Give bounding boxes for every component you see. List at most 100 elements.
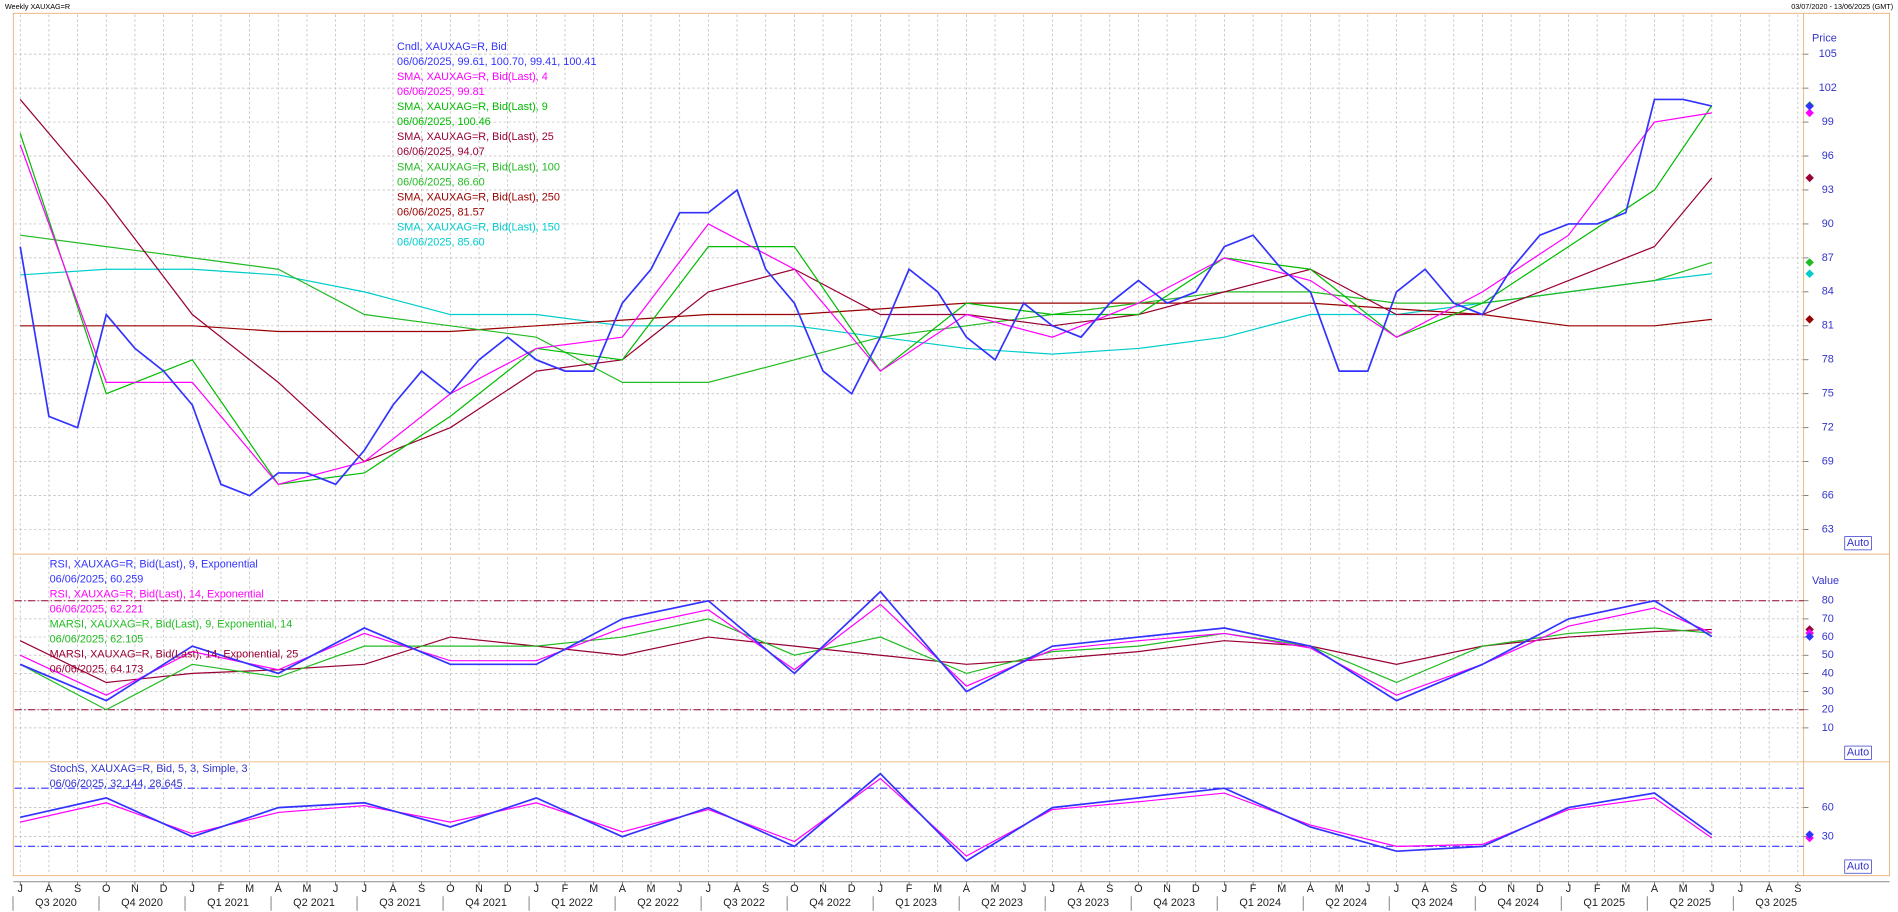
x-tick-label: S [1794,883,1801,895]
series-line [20,772,1713,862]
x-tick-label: O [1134,883,1142,895]
x-tick-label: J [18,883,23,895]
quarter-label: Q2 2025 [1669,897,1711,909]
auto-button-label[interactable]: Auto [1847,537,1869,549]
y-tick-label: 105 [1819,48,1837,60]
y-tick-label: 72 [1822,422,1834,434]
x-tick-label: A [1077,883,1085,895]
x-tick-label: J [1021,883,1026,895]
x-tick-label: M [302,883,311,895]
y-tick-label: 66 [1822,489,1834,501]
quarter-label: Q1 2022 [551,897,593,909]
x-tick-label: J [1050,883,1055,895]
y-tick-label: 96 [1822,150,1834,162]
x-tick-label: J [1365,883,1370,895]
x-tick-label: M [1679,883,1688,895]
y-tick-label: 87 [1822,252,1834,264]
x-tick-label: A [1766,883,1774,895]
legend-value: 06/06/2025, 86.60 [397,176,485,188]
x-tick-label: D [1536,883,1544,895]
y-tick-label: 60 [1822,631,1834,643]
y-tick-label: 50 [1822,649,1834,661]
x-tick-label: M [933,883,942,895]
series-line [19,618,1712,711]
x-tick-label: O [1478,883,1486,895]
legend-entry: MARSI, XAUXAG=R, Bid(Last), 14, Exponent… [50,648,299,660]
date-range: 03/07/2020 - 13/06/2025 (GMT) [1791,2,1893,11]
legend-value: 06/06/2025, 32.144, 28.645 [50,778,183,790]
x-tick-label: S [1106,883,1113,895]
y-tick-label: 81 [1822,320,1834,332]
y-tick-label: 60 [1822,801,1834,813]
x-tick-label: A [1651,883,1659,895]
x-tick-label: A [1307,883,1315,895]
x-tick-label: O [790,883,798,895]
y-axis-title: Price [1812,33,1837,45]
y-tick-label: 75 [1822,388,1834,400]
auto-button[interactable] [1844,859,1872,874]
x-tick-label: N [1507,883,1515,895]
y-tick-label: 20 [1822,704,1834,716]
y-tick-label: 80 [1822,595,1834,607]
quarter-label: Q3 2023 [1067,897,1109,909]
x-tick-label: A [963,883,971,895]
legend-entry: SMA, XAUXAG=R, Bid(Last), 25 [397,131,554,143]
y-tick-label: 93 [1822,184,1834,196]
x-tick-label: J [1566,883,1571,895]
x-tick-label: J [677,883,682,895]
y-tick-label: 99 [1822,116,1834,128]
series-line [19,628,1712,684]
auto-button-label[interactable]: Auto [1847,860,1869,872]
auto-button[interactable] [1844,745,1872,760]
quarter-label: Q1 2024 [1239,897,1281,909]
quarter-label: Q2 2021 [293,897,335,909]
quarter-label: Q3 2021 [379,897,421,909]
last-value-marker [1805,173,1814,183]
x-tick-label: A [733,883,741,895]
x-tick-label: M [245,883,254,895]
x-tick-label: J [1709,883,1714,895]
legend-value: 06/06/2025, 85.60 [397,236,485,248]
legend-entry: StochS, XAUXAG=R, Bid, 5, 3, Simple, 3 [50,763,248,775]
quarter-label: Q1 2021 [207,897,249,909]
series-line [19,590,1713,702]
x-tick-label: M [646,883,655,895]
x-tick-label: F [1250,883,1257,895]
quarter-label: Q1 2023 [895,897,937,909]
x-tick-label: M [991,883,1000,895]
quarter-label: Q4 2022 [809,897,851,909]
x-tick-label: M [1335,883,1344,895]
y-tick-label: 90 [1822,218,1834,230]
x-tick-label: N [819,883,827,895]
quarter-label: Q3 2022 [723,897,765,909]
x-tick-label: N [1163,883,1171,895]
quarter-label: Q3 2020 [35,897,77,909]
window-title: Weekly XAUXAG=R [5,2,70,11]
legend-value: 06/06/2025, 64.173 [50,663,144,675]
quarter-label: Q4 2021 [465,897,507,909]
x-tick-label: O [102,883,110,895]
y-tick-label: 30 [1822,685,1834,697]
auto-button[interactable] [1844,536,1872,551]
x-tick-label: N [475,883,483,895]
x-tick-label: J [534,883,539,895]
legend-entry: Cndl, XAUXAG=R, Bid [397,41,507,53]
legend-value: 06/06/2025, 62.105 [50,633,144,645]
x-tick-label: O [446,883,454,895]
x-tick-label: A [275,883,283,895]
y-tick-label: 84 [1822,286,1834,298]
x-tick-label: S [74,883,81,895]
last-value-marker [1805,269,1814,278]
x-tick-label: J [706,883,711,895]
x-tick-label: S [1450,883,1457,895]
frame [12,12,1891,877]
quarter-label: Q4 2020 [121,897,163,909]
last-value-marker [1805,830,1814,839]
auto-button-label[interactable]: Auto [1847,747,1869,759]
legend-entry: RSI, XAUXAG=R, Bid(Last), 14, Exponentia… [50,588,264,600]
legend-value: 06/06/2025, 94.07 [397,146,485,158]
y-tick-label: 30 [1822,831,1834,843]
x-tick-label: D [1192,883,1200,895]
x-tick-label: M [1621,883,1630,895]
